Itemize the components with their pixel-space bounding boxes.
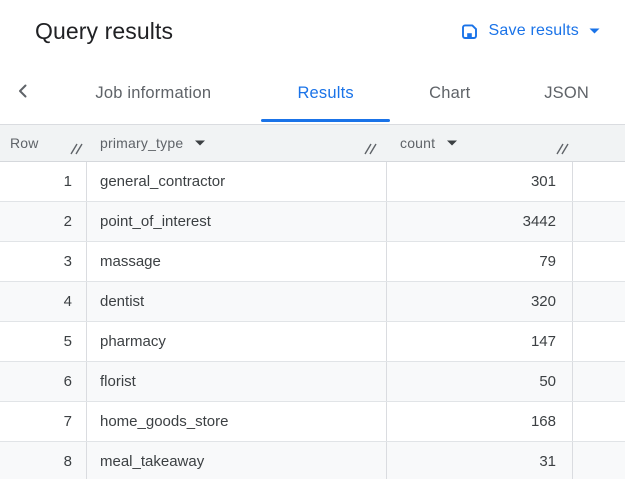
count-cell: 320 — [387, 282, 573, 321]
tab-label: Results — [297, 83, 354, 102]
column-menu-caret-icon[interactable] — [447, 140, 458, 146]
column-resize-handle-icon[interactable] — [362, 142, 378, 159]
table-row: 2 point_of_interest 3442 — [0, 202, 625, 242]
table-row: 6 florist 50 — [0, 362, 625, 402]
row-number-cell: 4 — [0, 282, 87, 321]
tab-label: JSON — [544, 83, 589, 102]
tabs-scroll-back-button[interactable] — [0, 62, 47, 124]
titlebar: Query results Save results — [0, 0, 625, 62]
caret-down-icon — [589, 28, 600, 34]
filler-cell — [573, 402, 625, 441]
tab-label: Chart — [429, 83, 471, 102]
save-results-label: Save results — [488, 22, 579, 39]
column-label: count — [400, 135, 436, 151]
primary-type-cell: pharmacy — [87, 322, 387, 361]
row-number-cell: 7 — [0, 402, 87, 441]
column-menu-caret-icon[interactable] — [195, 140, 206, 146]
tab-results[interactable]: Results — [260, 62, 391, 124]
chevron-left-icon — [15, 83, 31, 104]
filler-cell — [573, 362, 625, 401]
tab-label: Job information — [95, 83, 212, 102]
table-row: 5 pharmacy 147 — [0, 322, 625, 362]
table-row: 7 home_goods_store 168 — [0, 402, 625, 442]
row-number-cell: 2 — [0, 202, 87, 241]
count-cell: 50 — [387, 362, 573, 401]
count-cell: 79 — [387, 242, 573, 281]
table-body: 1 general_contractor 301 2 point_of_interest… — [0, 162, 625, 479]
filler-cell — [573, 242, 625, 281]
count-cell: 31 — [387, 442, 573, 479]
column-resize-handle-icon[interactable] — [68, 142, 84, 159]
page-title: Query results — [35, 17, 174, 44]
table-row: 8 meal_takeaway 31 — [0, 442, 625, 479]
row-number-cell: 5 — [0, 322, 87, 361]
filler-cell — [573, 282, 625, 321]
column-header-row: Row — [0, 125, 87, 161]
table-row: 3 massage 79 — [0, 242, 625, 282]
column-header-primary-type: primary_type — [87, 125, 387, 161]
save-results-button[interactable]: Save results — [460, 22, 600, 41]
save-icon — [460, 22, 479, 41]
row-number-cell: 3 — [0, 242, 87, 281]
table-row: 1 general_contractor 301 — [0, 162, 625, 202]
column-header-count: count — [387, 125, 573, 161]
results-table: Row primary_type count — [0, 125, 625, 479]
active-tab-indicator — [260, 119, 391, 122]
filler-cell — [573, 162, 625, 201]
column-resize-handle-icon[interactable] — [554, 142, 570, 159]
primary-type-cell: home_goods_store — [87, 402, 387, 441]
table-header-row: Row primary_type count — [0, 125, 625, 162]
tab-chart[interactable]: Chart — [391, 62, 508, 124]
filler-cell — [573, 202, 625, 241]
count-cell: 301 — [387, 162, 573, 201]
table-row: 4 dentist 320 — [0, 282, 625, 322]
column-label: primary_type — [100, 135, 184, 151]
count-cell: 147 — [387, 322, 573, 361]
filler-cell — [573, 322, 625, 361]
tab-job-information[interactable]: Job information — [47, 62, 260, 124]
count-cell: 168 — [387, 402, 573, 441]
row-number-cell: 8 — [0, 442, 87, 479]
tab-json[interactable]: JSON — [508, 62, 625, 124]
tab-bar: Job information Results Chart JSON — [0, 62, 625, 125]
primary-type-cell: point_of_interest — [87, 202, 387, 241]
primary-type-cell: dentist — [87, 282, 387, 321]
primary-type-cell: general_contractor — [87, 162, 387, 201]
primary-type-cell: massage — [87, 242, 387, 281]
primary-type-cell: florist — [87, 362, 387, 401]
count-cell: 3442 — [387, 202, 573, 241]
column-label: Row — [10, 135, 39, 151]
column-header-filler — [573, 125, 625, 161]
primary-type-cell: meal_takeaway — [87, 442, 387, 479]
row-number-cell: 6 — [0, 362, 87, 401]
row-number-cell: 1 — [0, 162, 87, 201]
filler-cell — [573, 442, 625, 479]
